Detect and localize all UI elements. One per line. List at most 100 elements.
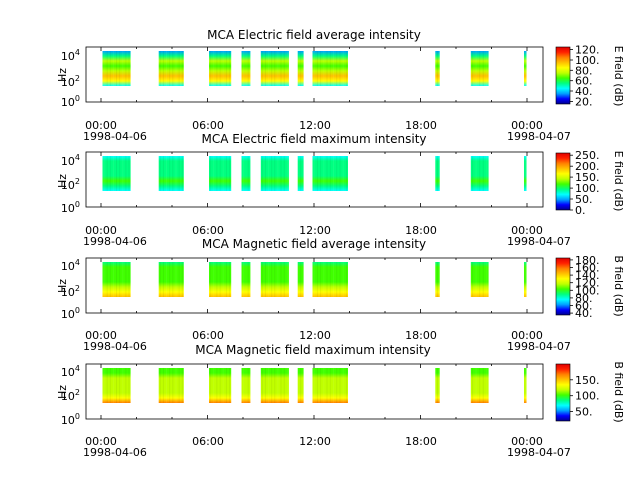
panel-2-axes-frame xyxy=(85,151,544,208)
spectrogram-segment xyxy=(312,156,348,191)
spectrogram-segment xyxy=(209,51,232,86)
panel-3-title: MCA Magnetic field average intensity xyxy=(202,237,426,251)
spectrogram-segment xyxy=(158,51,184,86)
panel-2-xtick-label: 12:00 xyxy=(299,224,331,237)
colorbar-gradient xyxy=(555,257,571,316)
panel-1-end-date: 1998-04-07 xyxy=(507,130,571,143)
panel-3-xtick-label: 12:00 xyxy=(299,329,331,342)
panel-4-xtick-label: 06:00 xyxy=(192,435,224,448)
panel-2-ylabel: Hz xyxy=(56,174,69,188)
panel-4-ytick-label: 100 xyxy=(61,412,80,427)
spectrogram-segment xyxy=(102,262,131,297)
spectrogram-segment xyxy=(241,368,251,403)
panel-1-ytick-label: 102 xyxy=(61,74,80,89)
spectrogram-segment xyxy=(158,368,184,403)
spectrogram-segment xyxy=(470,368,489,403)
spectrogram-segment xyxy=(209,262,232,297)
spectrogram-segment xyxy=(260,262,289,297)
colorbar-tick-label: 140. xyxy=(575,269,600,282)
panel-2-ytick-label: 102 xyxy=(61,177,80,192)
colorbar-tick-label: 100. xyxy=(575,390,600,403)
spectrogram-segment xyxy=(312,51,348,86)
colorbar-tick-label: 80. xyxy=(575,292,593,305)
panel-2-spectrogram xyxy=(102,156,527,191)
colorbar-tick-label: 150. xyxy=(575,171,600,184)
panel-2-title: MCA Electric field maximum intensity xyxy=(201,132,426,146)
panel-2-xtick-label: 06:00 xyxy=(192,224,224,237)
panel-4-axes-frame xyxy=(85,363,544,420)
panel-1-xtick-label: 18:00 xyxy=(405,119,437,132)
panel-4-title: MCA Magnetic field maximum intensity xyxy=(195,343,431,357)
panel-3-ytick-label: 100 xyxy=(61,306,80,321)
panel-1-xtick-label: 12:00 xyxy=(299,119,331,132)
panel-4-spectrogram xyxy=(102,368,527,403)
colorbar-tick-label: 180. xyxy=(575,254,600,267)
panel-4-ytick-label: 104 xyxy=(61,364,80,379)
spectrogram-segment xyxy=(297,368,304,403)
colorbar-tick-label: 120. xyxy=(575,44,600,57)
spectrogram-segment xyxy=(435,156,440,191)
colorbar-tick-label: 40. xyxy=(575,307,593,320)
panel-1: MCA Electric field average intensity Hz … xyxy=(56,28,625,143)
panel-3-ytick-label: 102 xyxy=(61,284,80,299)
panel-3-ytick-label: 104 xyxy=(61,258,80,273)
panel-2-ytick-label: 104 xyxy=(61,153,80,168)
spectrogram-segment xyxy=(260,156,289,191)
panel-1-start-date: 1998-04-06 xyxy=(83,130,147,143)
spectrogram-segment xyxy=(102,368,131,403)
spectrogram-segment xyxy=(102,156,131,191)
spectrogram-segment xyxy=(209,156,232,191)
panel-4-colorbar-label: B field (dB) xyxy=(612,361,625,422)
panel-1-ytick-label: 104 xyxy=(61,48,80,63)
panel-2-xtick-label: 00:00 xyxy=(511,224,543,237)
panel-1-axes-frame xyxy=(85,46,544,103)
panel-3-xtick-label: 00:00 xyxy=(85,329,117,342)
panel-4: MCA Magnetic field maximum intensity Hz … xyxy=(56,343,625,459)
spectrogram-segment xyxy=(260,368,289,403)
spectrogram-segment xyxy=(241,156,251,191)
spectrogram-segment xyxy=(102,51,131,86)
spectrogram-segment xyxy=(260,51,289,86)
spectrogram-segment xyxy=(524,262,527,297)
panel-2-end-date: 1998-04-07 xyxy=(507,235,571,248)
spectrogram-segment xyxy=(158,156,184,191)
colorbar-tick-label: 100. xyxy=(575,54,600,67)
colorbar-tick-label: 50. xyxy=(575,406,593,419)
colorbar-gradient xyxy=(555,46,571,105)
colorbar-tick-label: 100. xyxy=(575,182,600,195)
colorbar-tick-label: 100. xyxy=(575,284,600,297)
panel-3-xticks xyxy=(100,258,528,313)
spectrogram-segment xyxy=(524,156,527,191)
spectrogram-segment xyxy=(470,156,489,191)
spectrogram-segment xyxy=(524,51,527,86)
panel-1-xtick-label: 06:00 xyxy=(192,119,224,132)
panel-3-xtick-label: 06:00 xyxy=(192,329,224,342)
panel-1-xtick-label: 00:00 xyxy=(511,119,543,132)
spectrogram-segment xyxy=(158,262,184,297)
panel-2-ytick-label: 100 xyxy=(61,200,80,215)
spectrogram-segment xyxy=(297,262,304,297)
panel-4-xtick-label: 18:00 xyxy=(405,435,437,448)
panel-2-xtick-label: 00:00 xyxy=(85,224,117,237)
spectrogram-segment xyxy=(312,368,348,403)
colorbar-tick-label: 80. xyxy=(575,64,593,77)
panel-4-ylabel: Hz xyxy=(56,385,69,399)
panel-1-spectrogram xyxy=(102,51,527,86)
spectrogram-segment xyxy=(435,368,440,403)
colorbar-tick-label: 160. xyxy=(575,262,600,275)
spectrogram-segment xyxy=(435,262,440,297)
panel-2-yticks: 100 102 104 xyxy=(61,153,80,215)
panel-3-axes-frame xyxy=(85,257,544,314)
colorbar-tick-label: 60. xyxy=(575,75,593,88)
panel-2-colorbar: 0.50.100.150.200.250. xyxy=(555,149,600,217)
panel-4-yticks: 100 102 104 xyxy=(61,364,80,427)
panel-3-yticks: 100 102 104 xyxy=(61,258,80,321)
panel-4-xtick-label: 12:00 xyxy=(299,435,331,448)
spectrogram-segment xyxy=(241,262,251,297)
panel-3-spectrogram xyxy=(102,262,527,297)
panel-3-xtick-label: 00:00 xyxy=(511,329,543,342)
spectrogram-segment xyxy=(312,262,348,297)
panel-2: MCA Electric field maximum intensity Hz … xyxy=(56,132,625,248)
colorbar-tick-label: 20. xyxy=(575,95,593,108)
panel-4-ytick-label: 102 xyxy=(61,388,80,403)
